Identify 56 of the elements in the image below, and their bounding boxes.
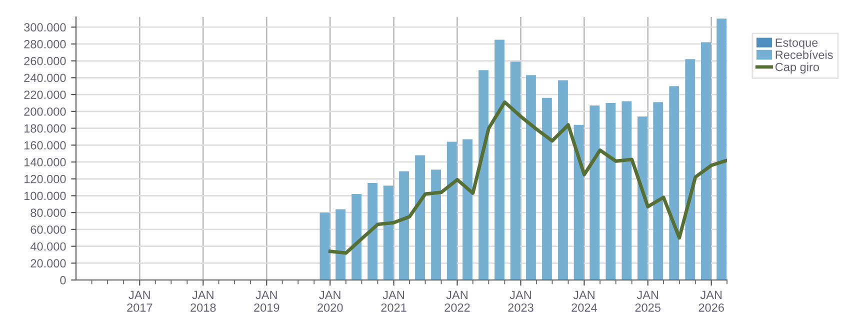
bar [653, 102, 664, 280]
x-tick-label: JAN 2018 [190, 290, 216, 312]
bar [510, 62, 520, 280]
bar [558, 80, 568, 280]
y-tick-label: 0 [60, 276, 66, 284]
legend-label: Recebíveis [776, 50, 833, 59]
y-tick-label: 200.000 [24, 107, 66, 116]
line-series [328, 100, 727, 255]
y-tick-label: 140.000 [24, 158, 66, 166]
legend-label: Cap giro [775, 62, 819, 74]
y-tick-label: 220.000 [24, 90, 66, 99]
x-tick-label: JAN 2020 [318, 290, 343, 312]
x-tick-label: JAN 2022 [444, 290, 470, 312]
y-tick-label: 60.000 [30, 225, 66, 234]
legend-label: Estoque [776, 38, 818, 50]
bar [383, 186, 394, 280]
bar [574, 124, 584, 280]
bar [494, 40, 504, 280]
y-tick-label: 180.000 [24, 124, 66, 133]
y-tick-label: 100.000 [24, 192, 66, 200]
bar [336, 209, 346, 280]
y-tick-label: 260.000 [24, 56, 66, 66]
x-tick-label: JAN 2025 [635, 290, 660, 312]
x-tick-label: JAN 2023 [508, 290, 534, 312]
bar [701, 42, 711, 280]
bar [669, 86, 680, 280]
bar [446, 142, 457, 280]
bar [431, 170, 441, 280]
bar [622, 101, 632, 280]
y-tick-label: 280.000 [24, 40, 66, 48]
bar [478, 70, 488, 280]
y-tick-label: 20.000 [30, 259, 66, 268]
bar [415, 155, 425, 280]
bar [352, 194, 362, 280]
x-tick-label: JAN 2019 [254, 290, 280, 312]
x-tick-label: JAN 2021 [381, 290, 406, 312]
bar [638, 116, 648, 280]
bar [320, 212, 330, 280]
y-tick-label: 120.000 [24, 174, 66, 184]
bar [526, 75, 536, 280]
bar [462, 139, 472, 280]
bar [685, 59, 696, 280]
bar [716, 18, 727, 280]
x-tick-label: JAN 2026 [698, 290, 724, 312]
y-tick-label: 240.000 [24, 74, 66, 82]
bar [590, 106, 600, 280]
x-tick-label: JAN 2017 [127, 290, 152, 312]
bar [368, 183, 378, 280]
x-tick-label: JAN 2024 [572, 290, 597, 312]
y-tick-label: 80.000 [30, 208, 66, 217]
bar [399, 171, 409, 280]
bar [606, 102, 616, 280]
y-tick-label: 40.000 [30, 242, 66, 251]
y-tick-label: 160.000 [24, 141, 66, 150]
y-tick-label: 300.000 [24, 23, 66, 32]
bar [542, 98, 552, 280]
